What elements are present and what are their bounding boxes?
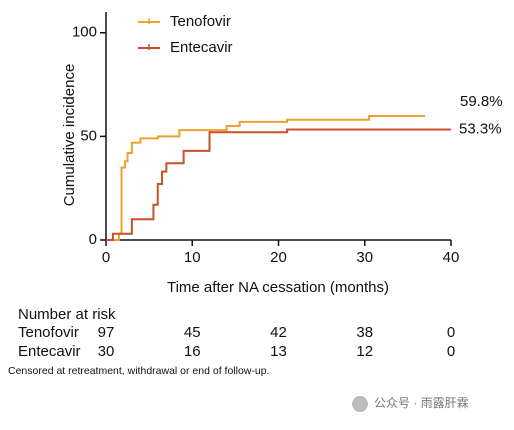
x-axis-label: Time after NA cessation (months) — [167, 279, 389, 296]
risk-title: Number at risk — [18, 306, 116, 323]
risk-row-name: Entecavir — [18, 343, 81, 360]
y-tick-label: 50 — [80, 127, 97, 144]
risk-count: 0 — [447, 324, 455, 341]
km-line — [106, 128, 451, 241]
risk-count: 13 — [270, 343, 287, 360]
x-tick-label: 10 — [184, 249, 201, 266]
risk-count: 16 — [184, 343, 201, 360]
legend-label: Entecavir — [170, 39, 233, 56]
footnote: Censored at retreatment, withdrawal or e… — [8, 365, 269, 377]
x-tick-label: 30 — [356, 249, 373, 266]
risk-count: 0 — [447, 343, 455, 360]
risk-count: 42 — [270, 324, 287, 341]
risk-count: 38 — [356, 324, 373, 341]
risk-count: 30 — [98, 343, 115, 360]
y-axis-label: Cumulative incidence — [61, 64, 78, 207]
end-label: 59.8% — [460, 93, 503, 110]
y-tick-label: 100 — [72, 24, 97, 41]
axis-line — [105, 12, 451, 241]
risk-count: 45 — [184, 324, 201, 341]
x-tick-label: 40 — [443, 249, 460, 266]
watermark-icon — [352, 396, 368, 412]
watermark: 公众号 · 雨露肝霖 — [374, 396, 469, 410]
y-tick-label: 0 — [89, 231, 97, 248]
risk-row-name: Tenofovir — [18, 324, 79, 341]
legend-label: Tenofovir — [170, 13, 231, 30]
x-tick-label: 20 — [270, 249, 287, 266]
risk-count: 12 — [356, 343, 373, 360]
end-label: 53.3% — [459, 120, 502, 137]
risk-count: 97 — [98, 324, 115, 341]
km-line — [106, 115, 426, 241]
x-tick-label: 0 — [102, 249, 110, 266]
